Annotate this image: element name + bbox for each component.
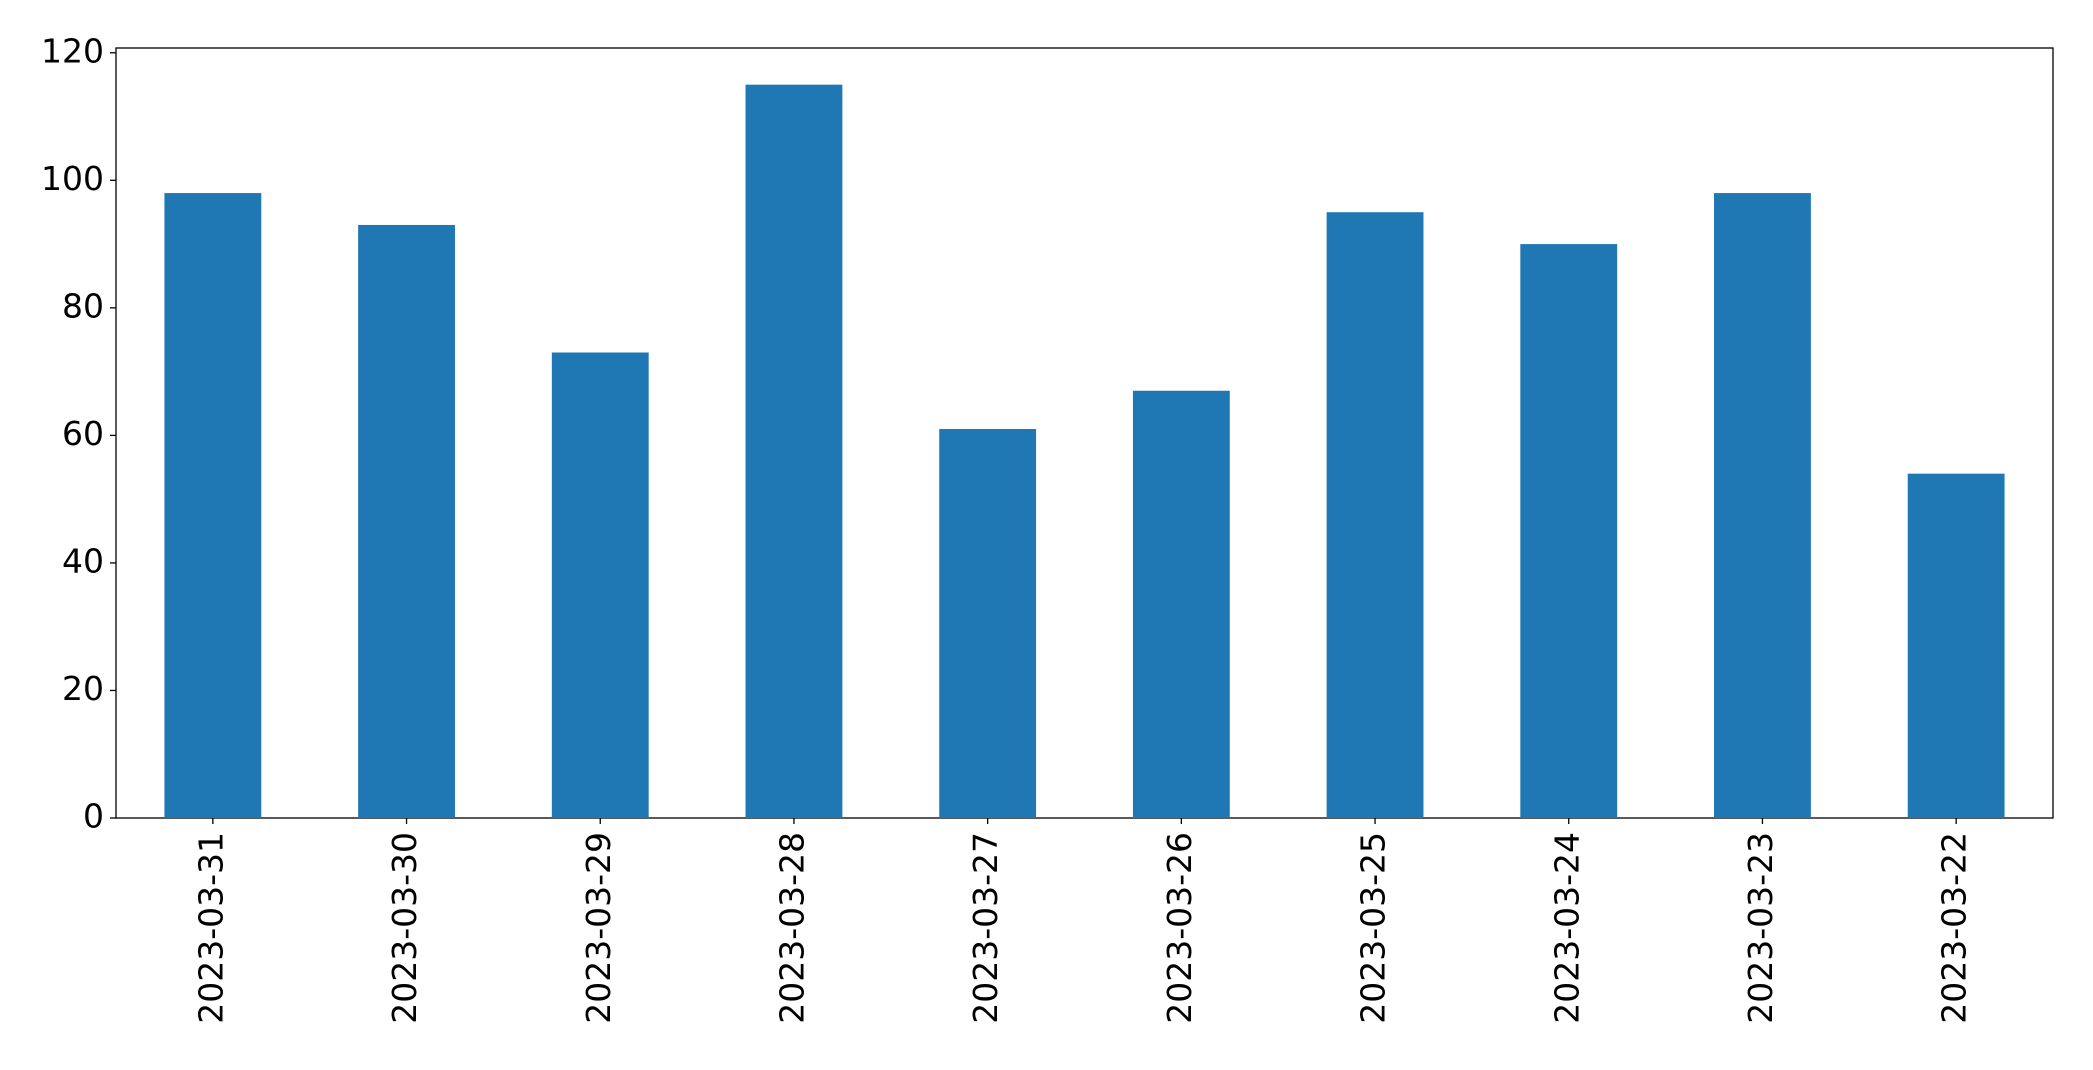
x-tick-label: 2023-03-22: [1935, 832, 1974, 1024]
x-tick-label: 2023-03-23: [1741, 832, 1780, 1024]
bar: [1714, 193, 1811, 819]
y-tick-label: 100: [41, 159, 104, 198]
x-tick-label: 2023-03-30: [385, 832, 424, 1024]
bar: [164, 193, 262, 819]
x-tick-label: 2023-03-27: [966, 832, 1005, 1024]
x-tick-label: 2023-03-28: [772, 832, 811, 1024]
bar: [551, 352, 649, 818]
y-tick-label: 20: [62, 669, 104, 708]
y-tick-label: 60: [62, 414, 104, 453]
y-tick-label: 40: [62, 541, 104, 580]
bar: [745, 84, 843, 818]
x-tick-label: 2023-03-26: [1160, 832, 1199, 1024]
bar: [1520, 244, 1618, 818]
y-tick-label: 120: [41, 31, 104, 70]
x-tick-label: 2023-03-31: [191, 832, 230, 1024]
x-tick-label: 2023-03-25: [1354, 832, 1393, 1024]
bar: [1907, 473, 2005, 818]
bar: [1132, 390, 1230, 818]
bar: [939, 429, 1037, 818]
bar: [358, 224, 455, 818]
x-tick-label: 2023-03-24: [1547, 832, 1586, 1024]
y-tick-label: 0: [83, 797, 104, 836]
y-tick-label: 80: [62, 286, 104, 325]
bar: [1326, 212, 1424, 819]
plot-frame: [115, 47, 2054, 819]
x-tick-label: 2023-03-29: [579, 832, 618, 1024]
